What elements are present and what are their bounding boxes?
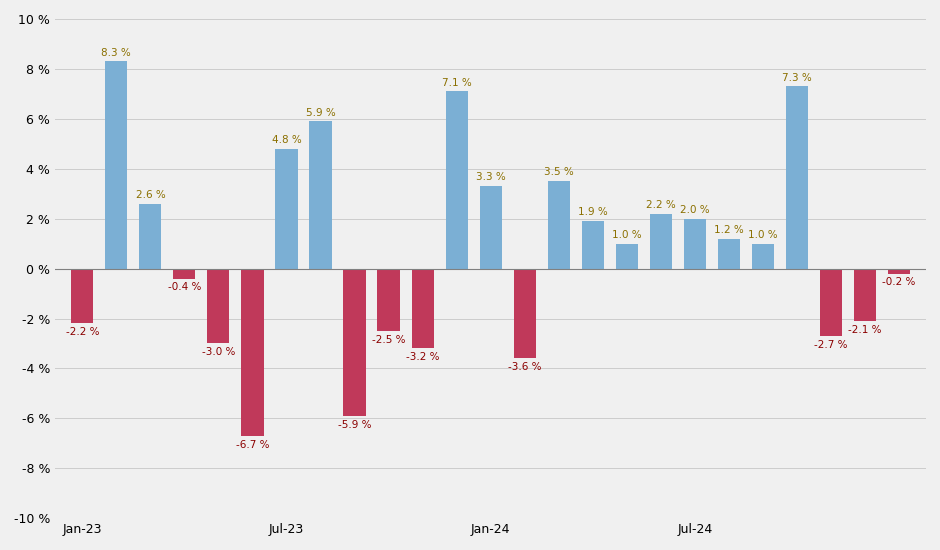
Bar [786, 86, 807, 268]
Bar [820, 268, 842, 336]
Text: 4.8 %: 4.8 % [272, 135, 302, 145]
Bar [105, 62, 128, 268]
Bar [513, 268, 536, 359]
Text: -2.1 %: -2.1 % [848, 324, 882, 335]
Bar [309, 121, 332, 268]
Text: 2.2 %: 2.2 % [646, 200, 676, 210]
Text: 2.0 %: 2.0 % [680, 205, 710, 215]
Bar [173, 268, 196, 278]
Bar [275, 148, 298, 268]
Bar [139, 204, 162, 268]
Text: -3.2 %: -3.2 % [406, 352, 439, 362]
Text: -0.4 %: -0.4 % [167, 282, 201, 292]
Text: 1.9 %: 1.9 % [578, 207, 607, 217]
Text: 1.0 %: 1.0 % [612, 230, 641, 240]
Bar [683, 219, 706, 268]
Bar [650, 213, 672, 268]
Text: -0.2 %: -0.2 % [883, 277, 916, 287]
Text: -5.9 %: -5.9 % [337, 420, 371, 430]
Text: -2.7 %: -2.7 % [814, 340, 848, 350]
Bar [752, 244, 774, 268]
Text: -3.6 %: -3.6 % [508, 362, 541, 372]
Text: 1.2 %: 1.2 % [713, 225, 744, 235]
Text: 5.9 %: 5.9 % [306, 107, 336, 118]
Text: -3.0 %: -3.0 % [202, 347, 235, 357]
Bar [479, 186, 502, 268]
Text: 8.3 %: 8.3 % [102, 48, 132, 58]
Text: 2.6 %: 2.6 % [135, 190, 165, 200]
Bar [854, 268, 876, 321]
Bar [71, 268, 93, 323]
Bar [616, 244, 637, 268]
Bar [242, 268, 263, 436]
Bar [548, 181, 570, 268]
Bar [718, 239, 740, 268]
Text: -6.7 %: -6.7 % [236, 439, 269, 449]
Bar [446, 91, 468, 268]
Text: 3.3 %: 3.3 % [476, 173, 506, 183]
Text: 7.3 %: 7.3 % [782, 73, 812, 82]
Bar [378, 268, 399, 331]
Bar [343, 268, 366, 416]
Text: -2.5 %: -2.5 % [372, 335, 405, 345]
Bar [208, 268, 229, 343]
Text: 1.0 %: 1.0 % [748, 230, 777, 240]
Bar [888, 268, 910, 273]
Bar [412, 268, 433, 349]
Text: 7.1 %: 7.1 % [442, 78, 472, 87]
Bar [582, 221, 603, 268]
Text: -2.2 %: -2.2 % [66, 327, 99, 337]
Text: 3.5 %: 3.5 % [543, 167, 573, 178]
